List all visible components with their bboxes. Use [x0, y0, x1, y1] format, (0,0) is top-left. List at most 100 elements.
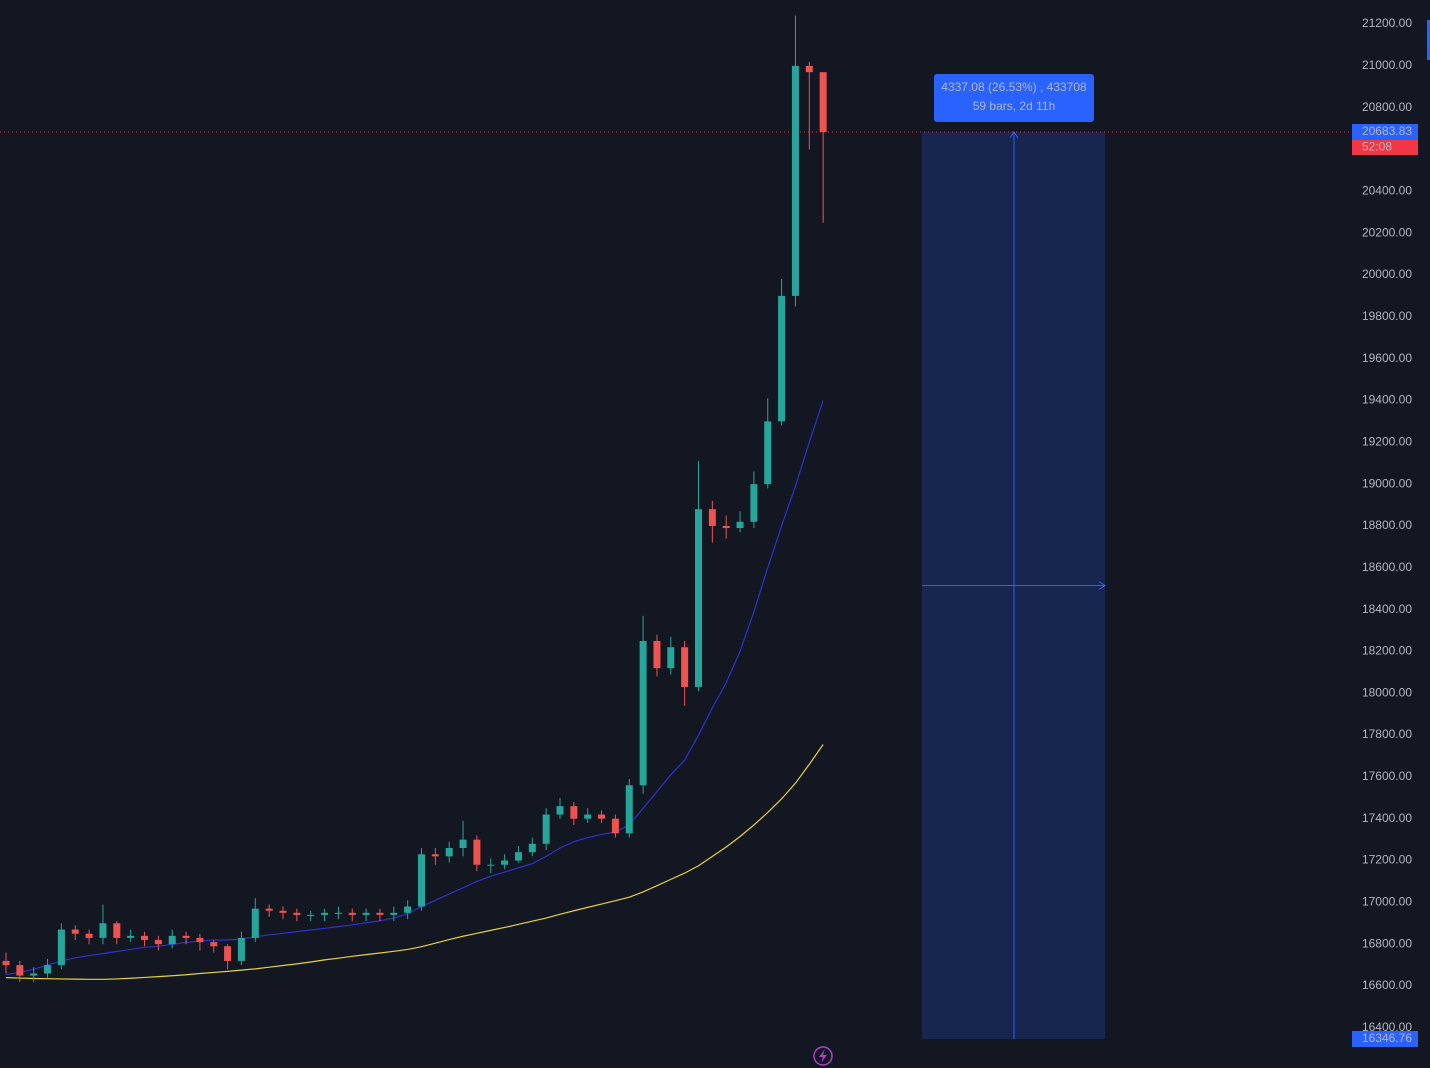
candle-body [445, 848, 453, 857]
candle-body [487, 864, 495, 866]
candle-body [556, 806, 564, 815]
candle-body [265, 908, 273, 911]
candle-body [307, 914, 315, 916]
candle-body [611, 818, 619, 834]
measure-arrow-right [1098, 581, 1106, 590]
candle-body [542, 814, 550, 844]
y-tick-label: 20000.00 [1362, 267, 1412, 281]
candle-body [293, 912, 301, 915]
candle-body [681, 647, 689, 687]
candle-body [653, 640, 661, 669]
candle-body [85, 933, 93, 938]
candle-body [625, 785, 633, 834]
candle-body [459, 839, 467, 849]
y-tick-label: 18600.00 [1362, 560, 1412, 574]
candle-body [154, 940, 162, 945]
candle-body [778, 295, 786, 422]
y-tick-label: 18200.00 [1362, 644, 1412, 658]
candle-body [16, 965, 24, 976]
candle-body [210, 942, 218, 947]
measure-low-label: 16346.76 [1362, 1031, 1412, 1045]
countdown-label: 52:08 [1362, 140, 1392, 154]
candle-body [722, 525, 730, 529]
candle-body [279, 910, 287, 913]
candle-body [30, 973, 38, 976]
candle-body [805, 65, 813, 73]
candle-body [224, 946, 232, 961]
candle-body [750, 484, 758, 522]
candle-body [99, 923, 107, 938]
y-tick-label: 18000.00 [1362, 685, 1412, 699]
y-tick-label: 19600.00 [1362, 351, 1412, 365]
candle-body [418, 854, 425, 907]
candle-body [570, 806, 578, 819]
y-tick-label: 16400.00 [1362, 1020, 1412, 1034]
candle-body [695, 509, 702, 687]
candle-body [431, 854, 439, 857]
candle-body [390, 912, 398, 915]
y-tick-label: 20800.00 [1362, 100, 1412, 114]
y-tick-label: 17600.00 [1362, 769, 1412, 783]
countdown-box [1352, 139, 1418, 155]
y-tick-label: 17200.00 [1362, 853, 1412, 867]
candle-body [501, 860, 509, 865]
candle-body [2, 960, 10, 966]
candle-body [251, 908, 259, 938]
candle-body [57, 929, 65, 966]
candle-body [639, 640, 647, 786]
y-tick-label: 19400.00 [1362, 393, 1412, 407]
candle-body [196, 937, 204, 943]
candle-body [819, 72, 827, 132]
candle-body [113, 923, 121, 938]
candle-body [168, 935, 176, 945]
y-tick-label: 17000.00 [1362, 895, 1412, 909]
lightning-icon [813, 1046, 833, 1066]
last-price-box [1352, 123, 1418, 140]
y-tick-label: 19800.00 [1362, 309, 1412, 323]
candle-body [141, 935, 148, 941]
candle-body [528, 843, 536, 853]
candle-body [764, 421, 772, 485]
candle-body [473, 839, 481, 865]
candle-body [514, 852, 522, 861]
candle-body [708, 509, 716, 526]
candle-body [376, 912, 384, 915]
candle-body [127, 935, 135, 938]
candle-body [791, 65, 799, 296]
measure-arrow-up [1009, 131, 1019, 139]
candle-body [237, 937, 245, 961]
measure-text: 4337.08 (26.53%) , 433708 [941, 80, 1087, 94]
candle-body [182, 935, 190, 938]
y-tick-label: 20200.00 [1362, 225, 1412, 239]
candle-body [598, 814, 606, 819]
y-tick-label: 19200.00 [1362, 434, 1412, 448]
y-tick-label: 17800.00 [1362, 727, 1412, 741]
last-price-label: 20683.83 [1362, 124, 1412, 138]
candle-body [362, 912, 370, 915]
y-tick-label: 20400.00 [1362, 184, 1412, 198]
y-tick-label: 21000.00 [1362, 58, 1412, 72]
candle-body [321, 912, 329, 915]
candle-body [348, 912, 356, 915]
y-tick-label: 16800.00 [1362, 936, 1412, 950]
scroll-indicator [1427, 20, 1430, 60]
candle-body [334, 912, 342, 914]
moving-average [5, 744, 824, 980]
measure-label-box [934, 74, 1094, 122]
candle-body [71, 929, 79, 934]
y-tick-label: 18800.00 [1362, 518, 1412, 532]
candle-body [667, 647, 675, 669]
candle-body [736, 521, 744, 529]
y-tick-label: 17400.00 [1362, 811, 1412, 825]
measure-subtext: 59 bars, 2d 11h [973, 99, 1056, 113]
measure-low-box [1352, 1030, 1418, 1047]
candle-body [584, 814, 592, 819]
moving-average [5, 400, 824, 976]
y-tick-label: 16600.00 [1362, 978, 1412, 992]
candle-body [44, 965, 52, 974]
y-tick-label: 18400.00 [1362, 602, 1412, 616]
candle-body [404, 906, 412, 913]
